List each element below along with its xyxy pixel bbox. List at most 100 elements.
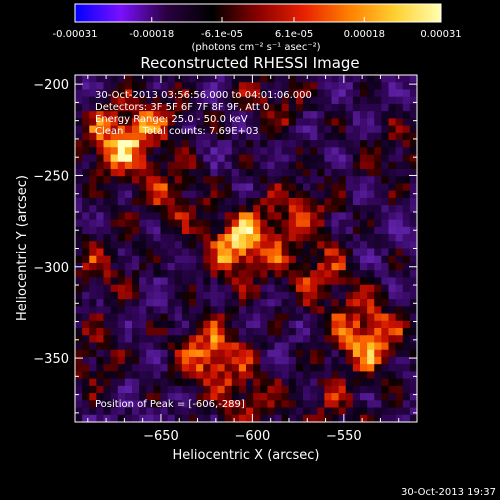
heatmap-cell (324, 212, 333, 221)
heatmap-cell (189, 234, 197, 242)
heatmap-cell (395, 284, 404, 293)
heatmap-cell (238, 335, 247, 344)
heatmap-cell (238, 219, 247, 228)
heatmap-cell (96, 320, 105, 329)
heatmap-cell (203, 147, 211, 156)
heatmap-cell (146, 226, 154, 235)
heatmap-cell (96, 255, 105, 264)
heatmap-cell (174, 118, 183, 127)
heatmap-cell (295, 140, 304, 148)
heatmap-cell (409, 168, 418, 177)
heatmap-cell (338, 378, 347, 387)
heatmap-cell (338, 284, 347, 293)
heatmap-cell (174, 262, 183, 271)
heatmap-cell (110, 414, 119, 423)
annotation-time-range: 30-Oct-2013 03:56:56.000 to 04:01:06.000 (95, 90, 312, 101)
heatmap-cell (139, 284, 147, 293)
heatmap-cell (409, 234, 418, 242)
heatmap-cell (246, 356, 254, 365)
heatmap-cell (132, 154, 140, 163)
heatmap-cell (281, 248, 290, 257)
heatmap-cell (374, 328, 382, 336)
heatmap-cell (210, 414, 219, 423)
heatmap-cell (267, 407, 276, 416)
heatmap-cell (281, 168, 290, 177)
heatmap-cell (196, 219, 204, 228)
heatmap-cell (75, 161, 83, 170)
heatmap-cell (303, 299, 311, 307)
heatmap-cell (174, 241, 183, 250)
heatmap-cell (310, 371, 318, 380)
heatmap-cell (295, 234, 304, 242)
heatmap-cell (224, 270, 233, 279)
heatmap-cell (196, 132, 204, 141)
heatmap-cell (381, 284, 390, 293)
heatmap-cell (75, 277, 83, 286)
heatmap-cell (82, 205, 90, 213)
heatmap-cell (89, 335, 97, 344)
heatmap-cell (388, 154, 397, 163)
heatmap-cell (189, 190, 197, 199)
heatmap-cell (153, 226, 162, 235)
heatmap-cell (381, 103, 390, 112)
heatmap-cell (352, 356, 361, 365)
heatmap-cell (310, 291, 318, 300)
heatmap-cell (217, 342, 226, 351)
heatmap-cell (196, 140, 204, 148)
heatmap-cell (402, 262, 411, 271)
heatmap-cell (288, 125, 297, 134)
heatmap-cell (189, 183, 197, 192)
heatmap-cell (210, 407, 219, 416)
heatmap-cell (381, 132, 390, 141)
heatmap-cell (82, 313, 90, 322)
heatmap-cell (331, 125, 340, 134)
heatmap-cell (117, 306, 126, 315)
heatmap-cell (317, 75, 325, 83)
heatmap-cell (231, 197, 240, 206)
heatmap-cell (338, 364, 347, 372)
heatmap-cell (181, 212, 190, 221)
heatmap-cell (110, 82, 119, 91)
heatmap-cell (381, 371, 390, 380)
heatmap-cell (310, 140, 318, 148)
heatmap-cell (238, 385, 247, 394)
y-tick-label: −200 (33, 78, 69, 93)
heatmap-cell (395, 335, 404, 344)
heatmap-cell (231, 356, 240, 365)
heatmap-cell (409, 364, 418, 372)
heatmap-cell (367, 277, 375, 286)
heatmap-cell (388, 197, 397, 206)
heatmap-cell (246, 140, 254, 148)
heatmap-cell (160, 400, 169, 409)
heatmap-cell (89, 407, 97, 416)
heatmap-cell (103, 125, 112, 134)
heatmap-cell (132, 378, 140, 387)
heatmap-cell (210, 393, 219, 401)
heatmap-cell (253, 349, 261, 358)
heatmap-cell (167, 226, 176, 235)
heatmap-cell (381, 82, 390, 91)
heatmap-cell (189, 125, 197, 134)
heatmap-cell (117, 291, 126, 300)
heatmap-cell (224, 299, 233, 307)
heatmap-cell (317, 176, 325, 185)
heatmap-cell (324, 385, 333, 394)
heatmap-cell (153, 342, 162, 351)
heatmap-cell (381, 226, 390, 235)
heatmap-cell (246, 183, 254, 192)
heatmap-cell (345, 407, 354, 416)
heatmap-cell (132, 255, 140, 264)
heatmap-cell (253, 183, 261, 192)
heatmap-cell (124, 190, 133, 199)
heatmap-cell (310, 320, 318, 329)
heatmap-cell (167, 183, 176, 192)
heatmap-cell (189, 89, 197, 98)
heatmap-cell (367, 371, 375, 380)
heatmap-cell (160, 82, 169, 91)
heatmap-cell (124, 342, 133, 351)
heatmap-cell (360, 414, 368, 423)
heatmap-cell (117, 132, 126, 141)
heatmap-cell (267, 118, 276, 127)
heatmap-cell (352, 328, 361, 336)
heatmap-cell (224, 89, 233, 98)
